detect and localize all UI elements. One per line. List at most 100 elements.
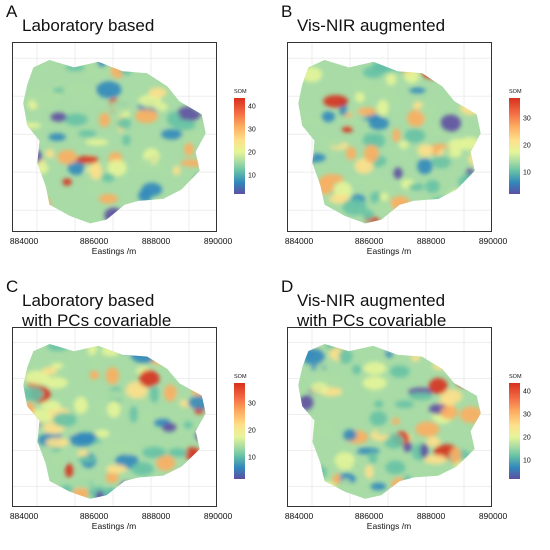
- som-blob: [345, 146, 357, 161]
- x-tick-label: 884000: [284, 236, 314, 246]
- som-blob: [298, 488, 310, 499]
- som-blob: [131, 462, 154, 476]
- som-blob: [184, 142, 194, 157]
- map-panel-b: B Vis-NIR augmented 884000 886000 888000 8900…: [275, 0, 550, 275]
- x-tick-label: 884000: [9, 511, 39, 521]
- som-blob: [153, 102, 168, 112]
- legend-tick-label: 20: [523, 142, 531, 150]
- som-blob: [323, 95, 349, 108]
- som-surface: [298, 59, 481, 224]
- som-blob: [430, 475, 448, 487]
- som-blob: [172, 165, 181, 176]
- som-blob: [166, 111, 181, 127]
- som-blob: [73, 396, 88, 414]
- som-blob: [192, 59, 206, 70]
- x-tick-label: 890000: [203, 511, 233, 521]
- som-map: [13, 43, 216, 231]
- som-blob: [51, 362, 64, 369]
- som-blob: [64, 463, 74, 478]
- som-surface: [23, 344, 206, 499]
- som-blob: [433, 66, 455, 75]
- som-blob: [301, 152, 326, 163]
- legend-color-bar: [234, 98, 245, 194]
- som-blob: [189, 63, 205, 75]
- som-blob: [101, 173, 115, 182]
- som-blob: [23, 147, 43, 165]
- som-blob: [298, 432, 302, 447]
- som-blob: [369, 386, 381, 402]
- som-blob: [459, 136, 480, 151]
- som-blob: [194, 63, 206, 79]
- som-blob: [193, 471, 204, 481]
- som-blob: [158, 59, 174, 65]
- som-blob: [357, 107, 377, 116]
- panel-title-line: with PCs covariable: [297, 311, 447, 330]
- som-blob: [77, 86, 95, 104]
- som-blob: [310, 382, 329, 395]
- som-blob: [153, 361, 176, 371]
- som-blob: [376, 99, 389, 116]
- som-blob: [393, 64, 419, 73]
- x-tick-label: 886000: [79, 511, 109, 521]
- som-blob: [179, 374, 193, 381]
- som-blob: [106, 400, 121, 418]
- som-blob: [352, 364, 362, 375]
- som-blob: [298, 149, 313, 159]
- som-blob: [52, 412, 77, 427]
- x-tick-label: 886000: [79, 236, 109, 246]
- som-blob: [370, 482, 387, 491]
- som-blob: [343, 116, 362, 127]
- panel-letter: C: [6, 277, 19, 296]
- som-blob: [422, 482, 432, 496]
- som-blob: [156, 455, 176, 471]
- som-blob: [101, 345, 121, 357]
- som-blob: [89, 370, 100, 380]
- som-blob: [184, 461, 201, 475]
- panel-title: Laboratory based: [22, 16, 154, 36]
- legend-tick-label: 30: [523, 411, 531, 419]
- som-blob: [180, 159, 205, 167]
- som-blob: [95, 490, 105, 499]
- som-blob: [25, 408, 52, 424]
- som-blob: [149, 385, 159, 403]
- panel-letter: B: [281, 2, 293, 21]
- som-blob: [167, 448, 188, 458]
- som-blob: [189, 489, 199, 496]
- panel-title: Vis-NIR augmented: [297, 16, 445, 36]
- som-blob: [195, 429, 206, 443]
- som-blob: [379, 192, 389, 202]
- som-blob: [363, 144, 379, 163]
- som-blob: [24, 370, 50, 385]
- legend-tick-label: 30: [523, 115, 531, 123]
- som-blob: [62, 178, 72, 186]
- som-blob: [155, 200, 167, 210]
- map-panel-a: A Laboratory based 884000 886000 888000 89000…: [0, 0, 275, 275]
- som-blob: [105, 464, 128, 474]
- legend-tick-label: 30: [248, 400, 256, 408]
- som-blob: [418, 344, 442, 350]
- som-blob: [162, 422, 177, 433]
- legend-title: SOM: [509, 89, 522, 95]
- som-blob: [391, 417, 400, 425]
- som-blob: [197, 466, 206, 482]
- som-blob: [417, 158, 433, 175]
- x-tick-label: 884000: [284, 511, 314, 521]
- som-blob: [440, 389, 463, 404]
- som-blob: [321, 138, 344, 148]
- som-blob: [458, 173, 480, 191]
- legend-tick-label: 30: [248, 126, 256, 134]
- panel-title-line: Vis-NIR augmented: [297, 16, 446, 35]
- som-blob: [129, 406, 138, 423]
- som-blob: [23, 183, 45, 199]
- som-blob: [298, 117, 321, 125]
- som-blob: [67, 159, 85, 176]
- som-blob: [122, 134, 131, 146]
- som-blob: [393, 167, 403, 180]
- som-blob: [392, 128, 401, 143]
- x-tick-label: 888000: [416, 236, 446, 246]
- som-blob: [57, 149, 78, 165]
- som-blob: [33, 90, 59, 108]
- x-tick-label: 886000: [354, 236, 384, 246]
- som-blob: [419, 104, 437, 116]
- som-blob: [156, 489, 173, 499]
